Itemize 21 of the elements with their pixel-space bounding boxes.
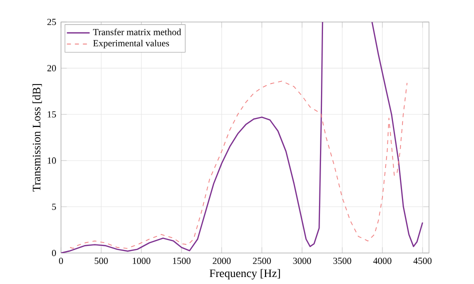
x-tick-label: 2500 <box>252 258 271 264</box>
x-tick-label: 2000 <box>212 258 231 264</box>
x-tick-label: 3000 <box>293 258 312 264</box>
y-tick-label: 5 <box>52 204 56 210</box>
y-axis-title: Transmission Loss [dB] <box>32 84 42 192</box>
y-tick-label: 15 <box>48 111 56 118</box>
x-tick-label: 4500 <box>413 258 432 264</box>
y-tick-label: 0 <box>52 250 56 256</box>
line-series <box>70 80 408 249</box>
x-tick-label: 500 <box>94 258 108 264</box>
x-tick-label: 1000 <box>132 258 150 264</box>
y-tick-label: 25 <box>47 18 56 26</box>
legend-label: Experimental values <box>93 40 170 48</box>
x-tick-label: 0 <box>59 258 63 264</box>
x-tick-label: 4000 <box>373 258 392 264</box>
legend-label: Transfer matrix method <box>93 28 182 36</box>
x-tick-label: 3500 <box>333 258 352 264</box>
x-tick-label: 1500 <box>173 258 190 264</box>
y-tick-label: 10 <box>48 157 56 164</box>
x-axis-title: Frequency [Hz] <box>210 269 280 280</box>
y-tick-label: 20 <box>47 65 56 72</box>
